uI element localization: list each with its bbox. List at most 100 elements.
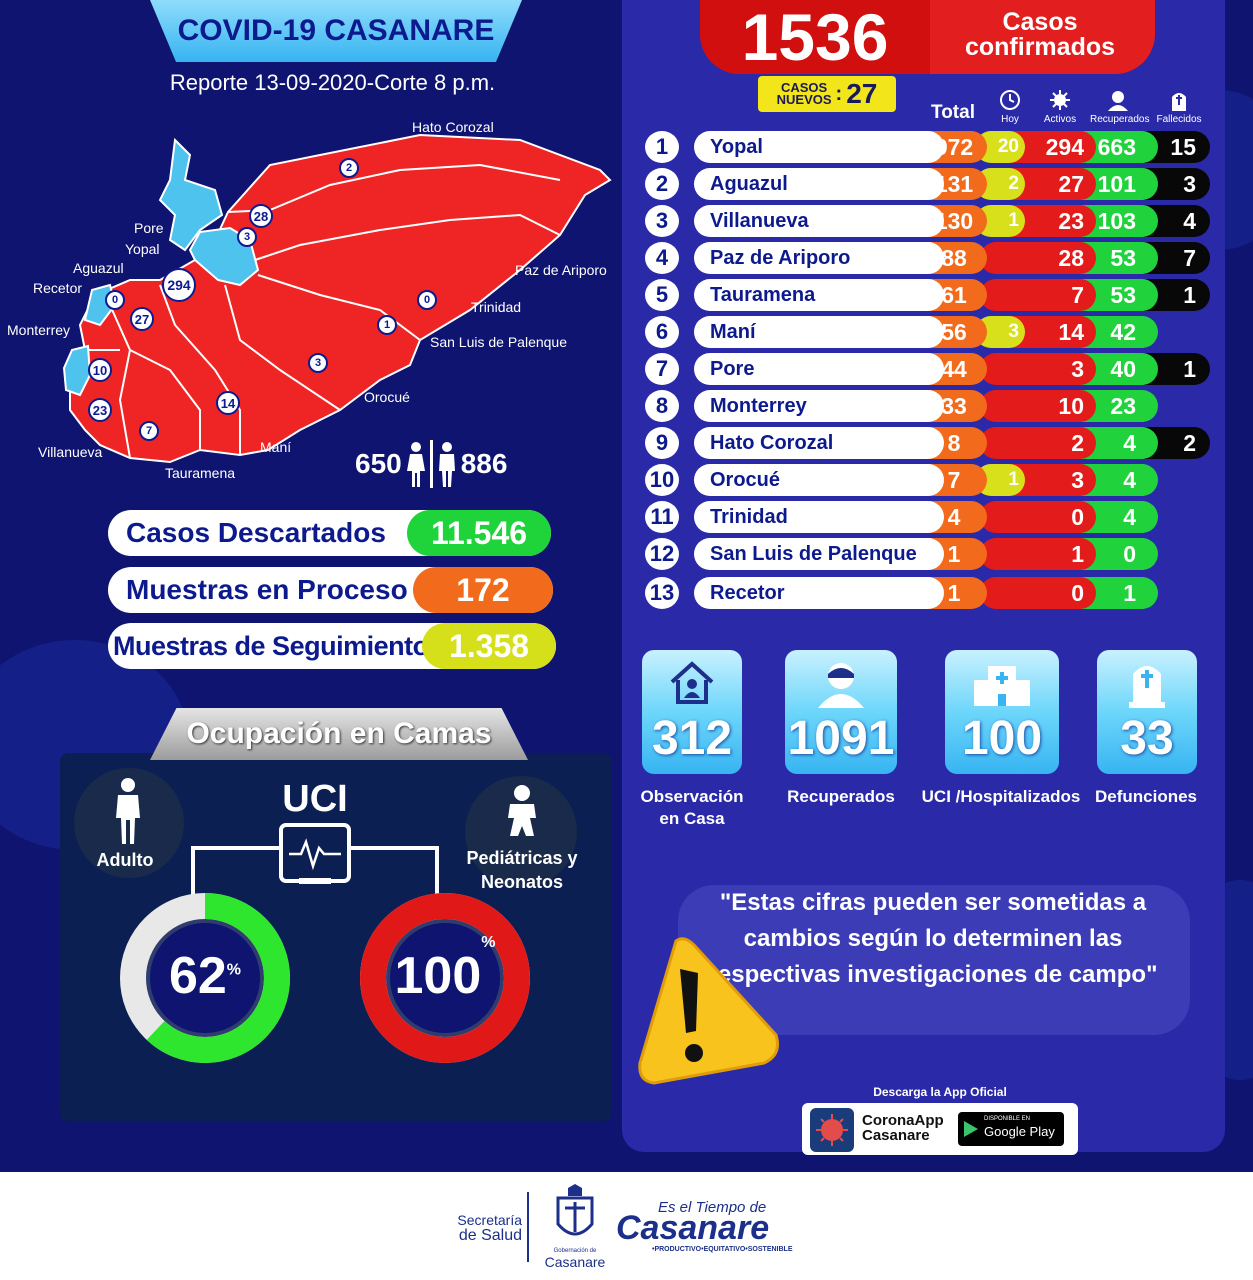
row-rank: 3	[645, 205, 679, 237]
stat-value: 1.358	[422, 623, 556, 669]
adult-occupancy-ring	[120, 893, 290, 1063]
row-name: Orocué	[694, 464, 944, 496]
pediatric-pct: 100%	[394, 933, 496, 1005]
person-icon	[818, 663, 864, 708]
cell-activos: 28	[980, 242, 1096, 274]
pediatric-occupancy-ring	[360, 893, 530, 1063]
row-rank: 5	[645, 279, 679, 311]
table-row: 9 2 4 2 8 Hato Corozal	[645, 427, 1215, 459]
row-name: Paz de Ariporo	[694, 242, 944, 274]
summary-label: Recuperados	[787, 787, 895, 806]
virus-icon	[1050, 90, 1070, 110]
infographic: COVID-19 CASANARE Reporte 13-09-2020-Cor…	[0, 0, 1253, 1172]
casanare-map	[62, 133, 612, 464]
row-rank: 1	[645, 131, 679, 163]
map-case-badge: 27	[130, 307, 154, 331]
clock-icon	[1000, 90, 1020, 110]
store-small-label: DISPONIBLE EN	[984, 1116, 1031, 1122]
stat-label: Muestras en Proceso	[126, 574, 408, 605]
gender-split: 650 886	[355, 440, 507, 488]
map-case-badge: 3	[237, 227, 257, 247]
tombstone-icon	[1172, 93, 1186, 111]
cell-activos: 2	[980, 427, 1096, 459]
map-label-san-luis: San Luis de Palenque	[430, 334, 567, 350]
google-play-button[interactable]: DISPONIBLE EN Google Play	[958, 1112, 1064, 1146]
row-rank: 13	[645, 577, 679, 609]
female-icon	[406, 442, 425, 487]
row-name: Yopal	[694, 131, 944, 163]
hospital-icon	[974, 666, 1030, 706]
confirmed-total: 1536	[700, 0, 930, 74]
app-name: CoronaApp Casanare	[862, 1112, 944, 1144]
beds-title: Ocupación en Camas	[186, 717, 492, 750]
summary-label: Observación en Casa	[640, 787, 744, 828]
cell-activos: 0	[980, 501, 1096, 533]
adult-label: Adulto	[96, 850, 154, 870]
title-banner: COVID-19 CASANARE	[150, 0, 522, 62]
summary-label: UCI /Hospitalizados	[921, 787, 1081, 806]
summary-value: 1091	[787, 712, 895, 765]
map-label-paz-de-ariporo: Paz de Ariporo	[515, 262, 607, 278]
confirmed-banner: 1536 Casos confirmados	[700, 0, 1155, 74]
report-date: Reporte 13-09-2020-Corte 8 p.m.	[169, 70, 496, 95]
table-row: 10 4 3 1 7 Orocué	[645, 464, 1215, 496]
table-row: 11 4 0 4 Trinidad	[645, 501, 1215, 533]
tombstone-icon	[1129, 666, 1165, 708]
map-case-badge: 0	[417, 290, 437, 310]
stat-label: Muestras de Seguimiento	[113, 630, 429, 661]
map-case-badge: 23	[88, 398, 112, 422]
col-recuperados: Recuperados	[1090, 89, 1149, 125]
pediatric-occupancy-arc	[360, 893, 530, 1063]
stat-discarded: Casos Descartados 11.546	[108, 510, 551, 556]
stat-followup: Muestras de Seguimiento 1.358	[108, 623, 556, 669]
row-rank: 12	[645, 538, 679, 570]
female-count: 650	[355, 448, 402, 479]
map-label-monterrey: Monterrey	[7, 322, 71, 338]
store-label: Google Play	[984, 1124, 1055, 1139]
row-name: Trinidad	[694, 501, 944, 533]
slogan-top: Es el Tiempo de	[658, 1199, 767, 1216]
footer: Secretaría de Salud Gobernación de Casana…	[0, 1172, 1253, 1280]
row-name: Recetor	[694, 577, 944, 609]
row-rank: 11	[645, 501, 679, 533]
col-fallecidos: Fallecidos	[1155, 89, 1203, 125]
slogan-tagline: •PRODUCTIVO•EQUITATIVO•SOSTENIBLE	[652, 1246, 793, 1253]
table-row: 3 4 103 23 1 130 Villanueva	[645, 205, 1215, 237]
gobernacion-small: Gobernación de	[553, 1248, 597, 1254]
row-rank: 6	[645, 316, 679, 348]
table-row: 13 1 0 1 Recetor	[645, 577, 1215, 609]
col-activos: Activos	[1038, 89, 1082, 125]
col-hoy: Hoy	[990, 89, 1030, 125]
page-title: COVID-19 CASANARE	[177, 14, 495, 47]
summary-value: 312	[651, 712, 733, 765]
row-name: Maní	[694, 316, 944, 348]
new-cases-value: 27	[846, 78, 878, 109]
app-download-box[interactable]: CoronaApp Casanare DISPONIBLE EN Google P…	[802, 1103, 1078, 1155]
row-rank: 2	[645, 168, 679, 200]
table-row: 8 23 10 33 Monterrey	[645, 390, 1215, 422]
row-name: San Luis de Palenque	[694, 538, 944, 570]
map-label-hato-corozal: Hato Corozal	[412, 119, 494, 135]
coat-of-arms-icon	[556, 1184, 594, 1236]
row-rank: 4	[645, 242, 679, 274]
map-label-villanueva: Villanueva	[38, 444, 103, 460]
row-rank: 7	[645, 353, 679, 385]
cell-activos: 0	[980, 577, 1096, 609]
table-row: 2 3 101 27 2 131 Aguazul	[645, 168, 1215, 200]
row-name: Villanueva	[694, 205, 944, 237]
uci-label: UCI	[282, 778, 348, 820]
coronaapp-icon	[810, 1108, 854, 1152]
row-name: Tauramena	[694, 279, 944, 311]
map-label-recetor: Recetor	[33, 280, 83, 296]
summary-value: 33	[1120, 712, 1174, 765]
secretaria-label: Secretaría de Salud	[457, 1212, 522, 1244]
male-count: 886	[460, 448, 508, 479]
map-case-badge: 294	[162, 268, 196, 302]
confirmed-label: Casos confirmados	[964, 8, 1116, 61]
table-row: 7 1 40 3 44 Pore	[645, 353, 1215, 385]
summary-value: 100	[961, 712, 1043, 765]
table-row: 1 15 663 294 20 972 Yopal	[645, 131, 1215, 163]
app-download-label: Descarga la App Oficial	[873, 1085, 1007, 1099]
summary-box: 33	[1097, 650, 1197, 774]
gobernacion-name: Casanare	[544, 1254, 606, 1270]
